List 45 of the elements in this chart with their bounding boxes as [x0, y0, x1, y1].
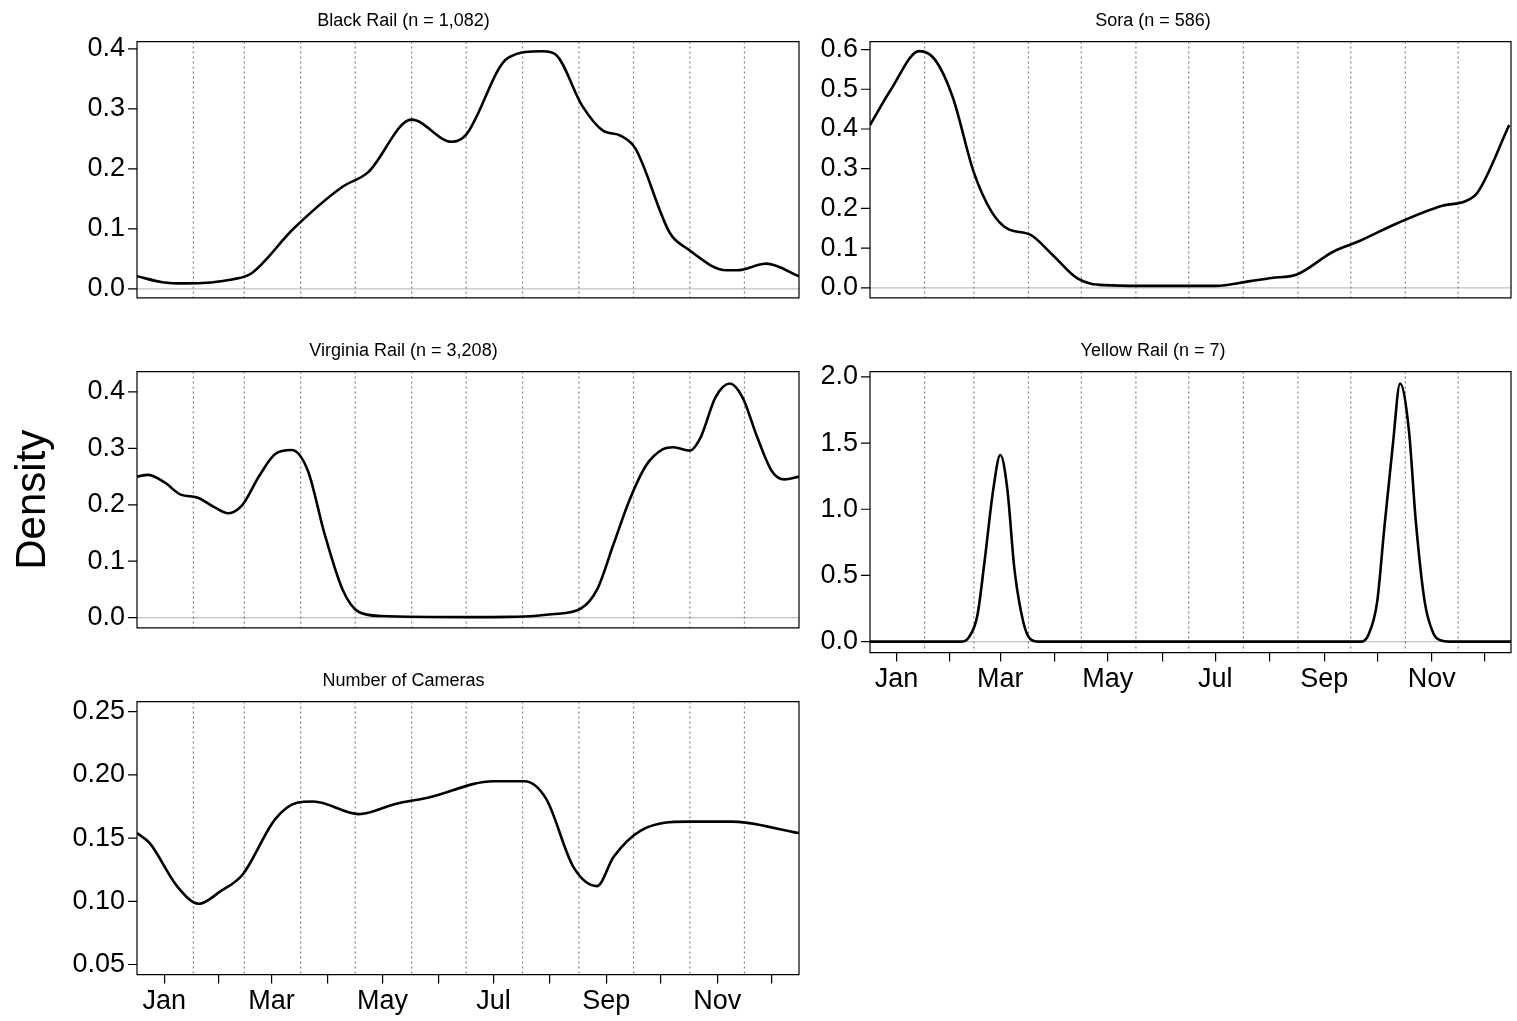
y-tick-label: 0.20 — [72, 758, 125, 789]
chart-title: Yellow Rail (n = 7) — [1080, 339, 1226, 360]
y-tick-label: 0.4 — [87, 32, 125, 63]
y-tick-label: 1.0 — [820, 492, 858, 523]
y-tick-label: 0.0 — [87, 272, 125, 303]
y-tick-label: 0.5 — [820, 558, 858, 589]
y-tick-label: 1.5 — [820, 426, 858, 457]
x-tick-label: Mar — [248, 985, 295, 1016]
y-tick-label: 0.3 — [87, 431, 125, 462]
x-tick-label: Mar — [977, 663, 1024, 694]
x-tick-label: Nov — [693, 985, 742, 1016]
y-tick-label: 0.0 — [820, 625, 858, 656]
y-tick-label: 0.25 — [72, 695, 125, 726]
x-tick-label: Nov — [1407, 663, 1457, 694]
chart-title: Virginia Rail (n = 3,208) — [309, 339, 498, 360]
y-tick-label: 0.4 — [820, 112, 858, 143]
y-tick-label: 0.15 — [72, 821, 125, 852]
chart-title: Black Rail (n = 1,082) — [317, 9, 490, 30]
y-tick-label: 0.6 — [820, 33, 858, 63]
y-tick-label: 0.1 — [87, 544, 125, 575]
y-tick-label: 0.3 — [87, 92, 125, 123]
y-tick-label: 0.4 — [87, 375, 125, 406]
y-tick-label: 0.05 — [72, 947, 125, 978]
y-tick-label: 0.1 — [87, 212, 125, 243]
x-tick-label: Jul — [476, 985, 511, 1016]
chart-title: Sora (n = 586) — [1095, 9, 1211, 30]
y-tick-label: 0.3 — [820, 152, 858, 183]
y-tick-label: 0.10 — [72, 884, 125, 915]
x-tick-label: Jul — [1197, 663, 1233, 694]
y-tick-label: 0.0 — [87, 601, 125, 632]
y-tick-label: 0.2 — [820, 191, 858, 222]
y-tick-label: 0.0 — [820, 271, 858, 302]
chart-title: Number of Cameras — [322, 669, 485, 690]
y-tick-label: 0.5 — [820, 72, 858, 103]
x-tick-label: Jan — [142, 985, 187, 1016]
x-tick-label: May — [357, 985, 409, 1016]
x-tick-label: Jan — [874, 663, 919, 694]
y-tick-label: 0.2 — [87, 152, 125, 183]
x-tick-label: Sep — [1300, 663, 1349, 694]
y-axis-title: Density — [6, 429, 54, 570]
y-tick-label: 2.0 — [820, 360, 858, 391]
x-tick-label: Sep — [582, 985, 631, 1016]
y-tick-label: 0.1 — [820, 231, 858, 262]
x-tick-label: May — [1082, 663, 1134, 694]
y-tick-label: 0.2 — [87, 488, 125, 519]
